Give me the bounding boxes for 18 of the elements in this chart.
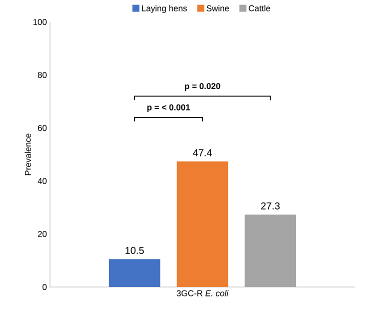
y-tick-label: 80 [38,72,47,78]
annotation: p = 0.020 [184,83,220,91]
legend-label: Swine [206,5,229,12]
y-tick-label: 0 [42,284,47,290]
y-axis-title: Prevalence [24,134,31,176]
y-tick-label: 40 [38,178,47,184]
y-tick-label: 100 [33,19,47,26]
bar [176,161,228,287]
data-label: 47.4 [192,149,212,156]
y-tick-label: 20 [38,231,47,238]
data-label: 10.5 [126,246,144,254]
data-label: 27.3 [261,202,280,210]
legend-label: Cattle [248,5,270,12]
legend-label: Laying hens [142,5,187,13]
x-tick-label: 3GC-R E. coli [176,290,229,296]
y-tick-label: 60 [38,125,47,132]
bar [108,259,160,287]
annotation: p = < 0.001 [147,104,190,112]
